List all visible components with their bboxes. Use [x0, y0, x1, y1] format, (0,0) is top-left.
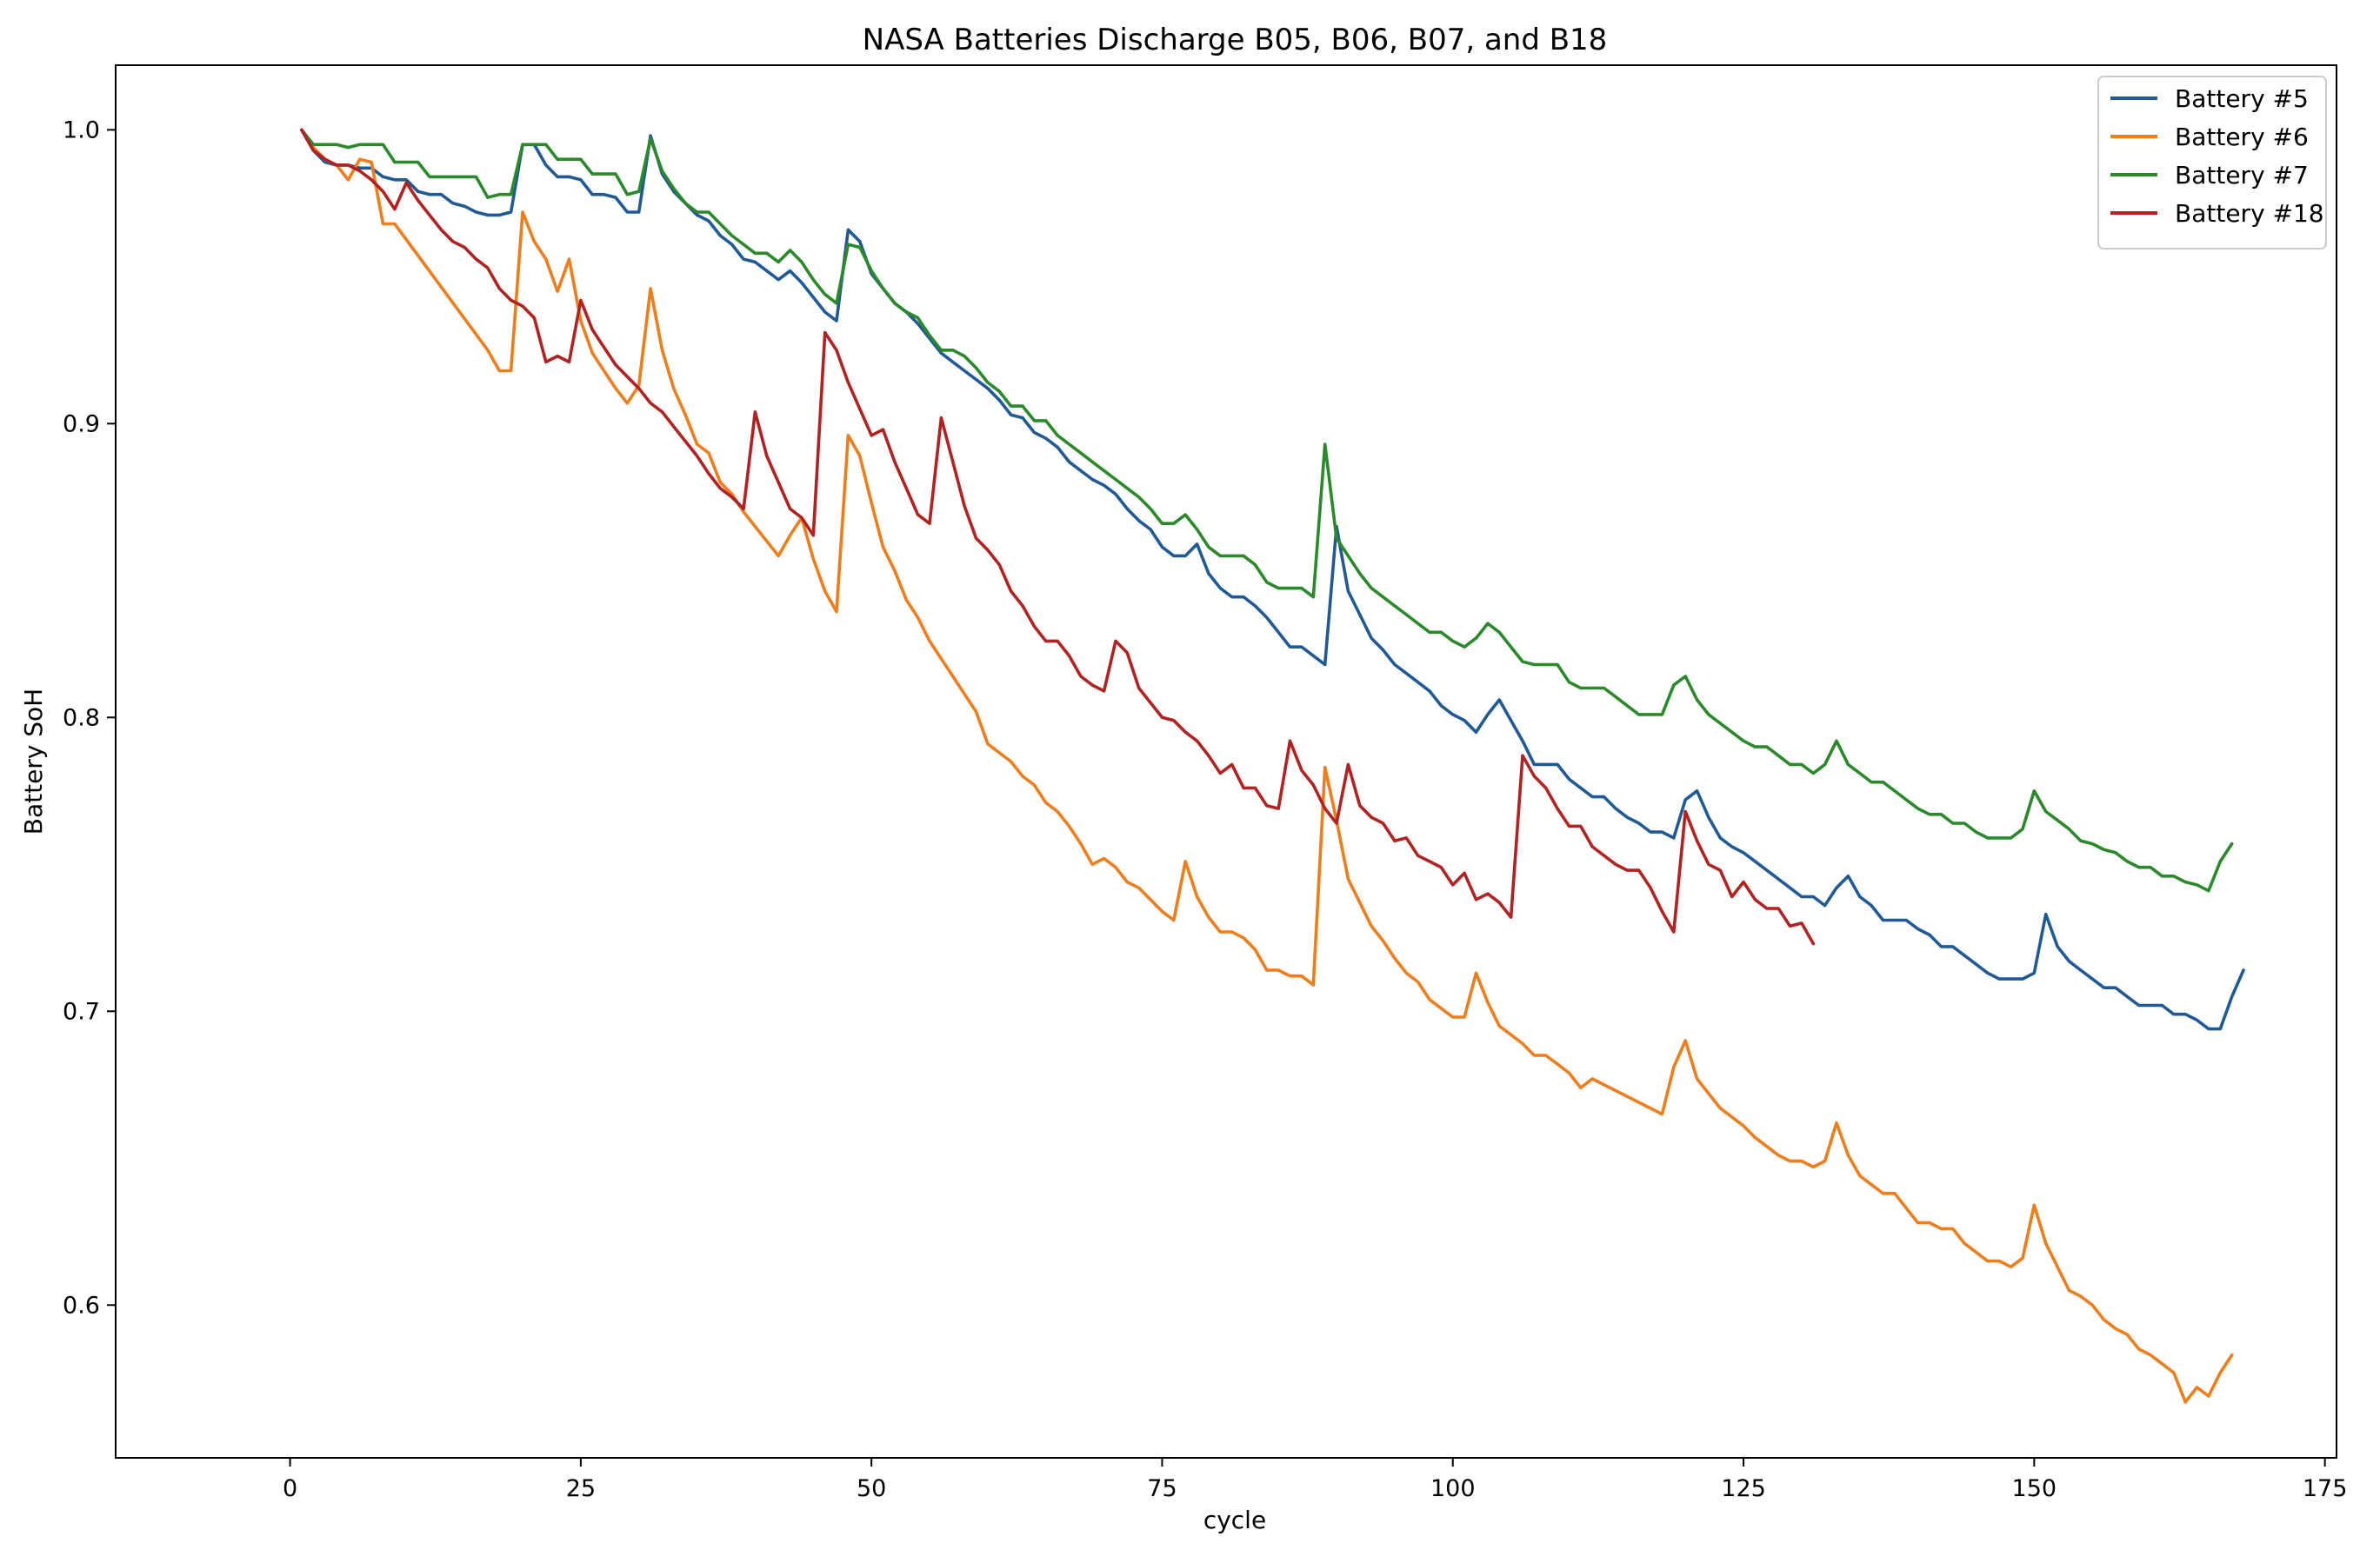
- y-tick-label: 0.7: [63, 998, 100, 1025]
- legend-box: [2097, 76, 2327, 249]
- x-tick-label: 100: [1430, 1475, 1476, 1502]
- x-tick-label: 125: [1721, 1475, 1766, 1502]
- chart-title: NASA Batteries Discharge B05, B06, B07, …: [863, 23, 1608, 57]
- x-tick-label: 0: [283, 1475, 297, 1502]
- x-tick-label: 75: [1147, 1475, 1177, 1502]
- plot-frame: [115, 64, 2337, 1459]
- x-tick-label: 25: [566, 1475, 596, 1502]
- legend-entry-label: Battery #6: [2175, 123, 2309, 151]
- legend: Battery #5 Battery #6 Battery #7 Battery #1…: [2097, 76, 2327, 249]
- x-axis-label: cycle: [1203, 1506, 1266, 1534]
- y-tick-label: 0.6: [63, 1292, 100, 1319]
- x-axis: 0 25 50 75 100 125 150 175: [283, 1458, 2347, 1502]
- y-tick-label: 1.0: [63, 116, 100, 143]
- series-line-3: [300, 128, 2234, 893]
- series-line-1: [300, 128, 2245, 1031]
- x-tick-label: 175: [2303, 1475, 2348, 1502]
- x-tick-label: 50: [857, 1475, 886, 1502]
- series-line-2: [300, 128, 2234, 1404]
- y-axis-label: Battery SoH: [19, 689, 48, 835]
- series-layer: [300, 128, 2245, 1404]
- legend-entry-label: Battery #7: [2175, 161, 2309, 190]
- x-tick-label: 150: [2012, 1475, 2057, 1502]
- y-tick-label: 0.8: [63, 704, 100, 731]
- plot-area: [115, 64, 2337, 1459]
- legend-entry-label: Battery #18: [2175, 199, 2324, 228]
- y-axis: 0.6 0.7 0.8 0.9 1.0: [63, 116, 116, 1319]
- y-tick-label: 0.9: [63, 410, 100, 437]
- series-line-4: [300, 128, 1816, 946]
- legend-entry-label: Battery #5: [2175, 84, 2309, 113]
